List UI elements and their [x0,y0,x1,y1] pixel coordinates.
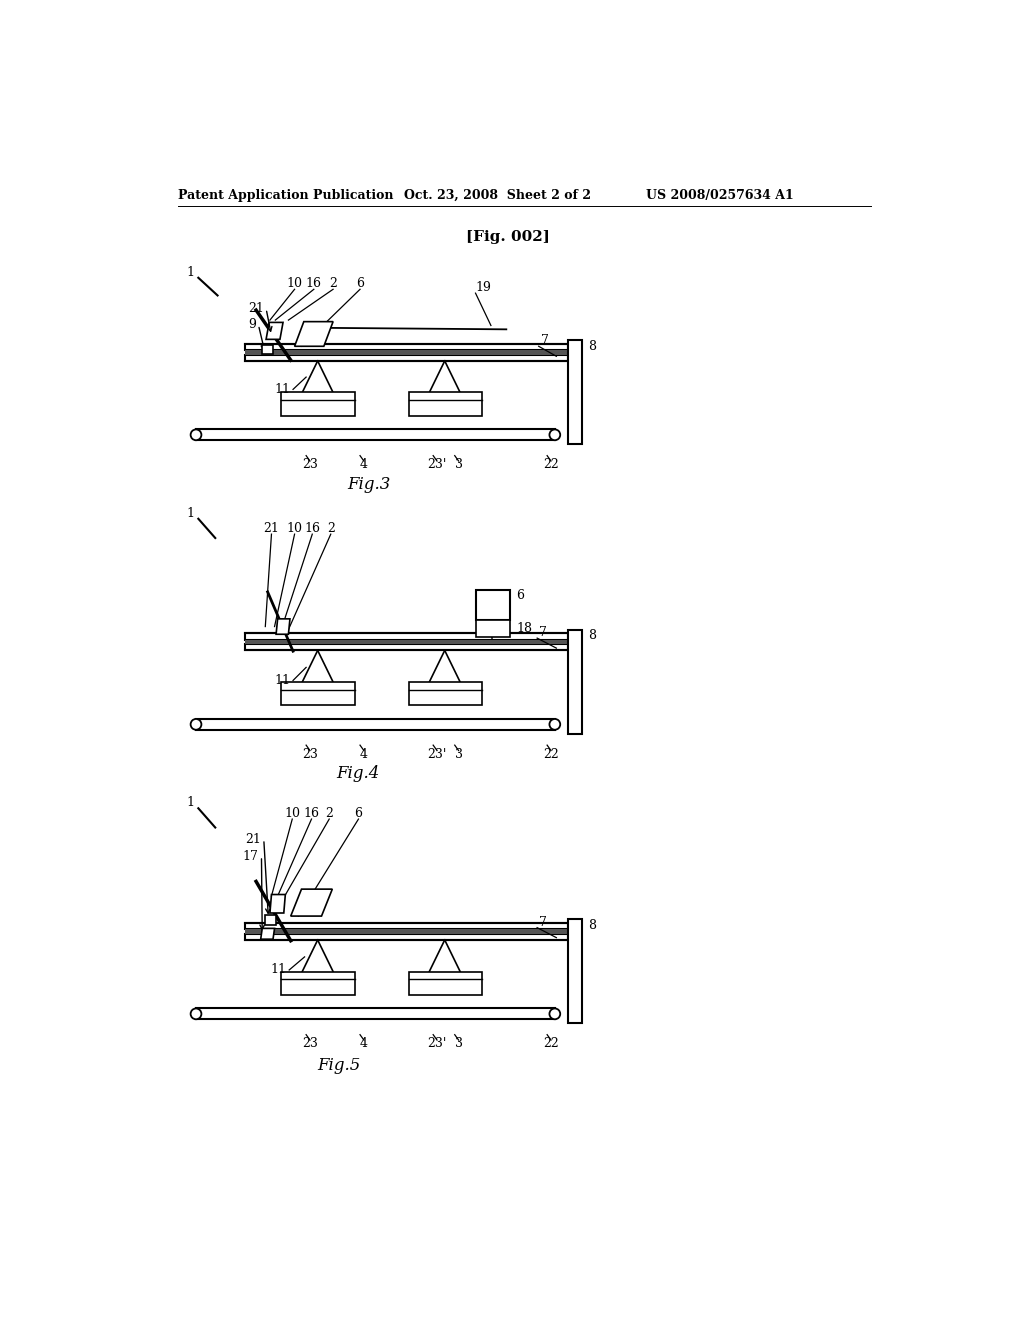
Text: 10: 10 [287,277,302,290]
Polygon shape [245,355,568,360]
Polygon shape [409,392,481,416]
Text: 11: 11 [271,964,287,977]
Text: US 2008/0257634 A1: US 2008/0257634 A1 [646,189,795,202]
Circle shape [190,429,202,441]
Polygon shape [262,345,273,354]
Text: 3: 3 [455,748,463,760]
Text: 8: 8 [589,919,597,932]
Text: 23: 23 [302,1038,317,1051]
Polygon shape [261,928,274,940]
Text: Fig.5: Fig.5 [316,1057,360,1074]
Polygon shape [568,919,582,1023]
Polygon shape [291,890,333,916]
Polygon shape [282,682,354,705]
Text: 11: 11 [274,383,291,396]
Polygon shape [245,929,568,933]
Polygon shape [409,682,481,705]
Text: 1: 1 [186,507,195,520]
Text: 22: 22 [543,1038,559,1051]
Text: 19: 19 [475,281,492,294]
Text: Patent Application Publication: Patent Application Publication [178,189,394,202]
Circle shape [550,1008,560,1019]
Text: 18: 18 [516,622,532,635]
Polygon shape [245,640,568,644]
Text: 23': 23' [427,458,446,471]
Text: 4: 4 [359,1038,368,1051]
Text: 16: 16 [306,277,322,290]
Text: 7: 7 [541,334,549,347]
Text: 17: 17 [243,850,258,862]
Text: 21: 21 [248,302,264,315]
Text: Fig.3: Fig.3 [347,475,391,492]
Text: 22: 22 [543,458,559,471]
Text: 8: 8 [589,630,597,643]
Polygon shape [276,619,290,635]
Text: 6: 6 [354,807,362,820]
Text: 16: 16 [304,523,321,536]
Text: 21: 21 [263,523,280,536]
Text: 16: 16 [303,807,319,820]
Text: 2: 2 [326,807,333,820]
Text: 21: 21 [246,833,261,846]
Polygon shape [282,972,354,995]
Polygon shape [245,345,568,350]
Polygon shape [295,322,333,346]
Text: [Fig. 002]: [Fig. 002] [466,230,550,244]
Text: 7: 7 [540,916,547,929]
Text: 10: 10 [285,807,300,820]
Text: 23': 23' [427,1038,446,1051]
Text: 6: 6 [516,589,524,602]
Text: Oct. 23, 2008  Sheet 2 of 2: Oct. 23, 2008 Sheet 2 of 2 [403,189,591,202]
Circle shape [550,429,560,441]
Text: 1: 1 [186,796,195,809]
Polygon shape [245,350,568,355]
Text: 11: 11 [274,675,291,686]
Polygon shape [282,392,354,416]
Polygon shape [245,923,568,929]
Polygon shape [270,895,286,913]
Text: 1: 1 [186,265,195,279]
Text: 3: 3 [455,458,463,471]
Circle shape [190,1008,202,1019]
Text: 9: 9 [248,318,256,331]
Polygon shape [265,915,276,925]
Polygon shape [475,620,510,638]
Polygon shape [245,634,568,640]
Circle shape [550,719,560,730]
Text: 4: 4 [359,748,368,760]
Text: 23': 23' [427,748,446,760]
Polygon shape [245,933,568,940]
Text: 23: 23 [302,458,317,471]
Polygon shape [266,322,283,339]
Text: 6: 6 [356,277,364,290]
Text: Fig.4: Fig.4 [336,766,380,783]
Polygon shape [475,590,510,620]
Text: 22: 22 [543,748,559,760]
Circle shape [190,719,202,730]
Polygon shape [568,630,582,734]
Text: 3: 3 [455,1038,463,1051]
Text: 2: 2 [327,523,335,536]
Text: 7: 7 [540,626,547,639]
Text: 2: 2 [329,277,337,290]
Polygon shape [568,341,582,444]
Text: 23: 23 [302,748,317,760]
Text: 4: 4 [359,458,368,471]
Polygon shape [245,644,568,651]
Text: 10: 10 [287,523,302,536]
Text: 8: 8 [589,339,597,352]
Polygon shape [409,972,481,995]
